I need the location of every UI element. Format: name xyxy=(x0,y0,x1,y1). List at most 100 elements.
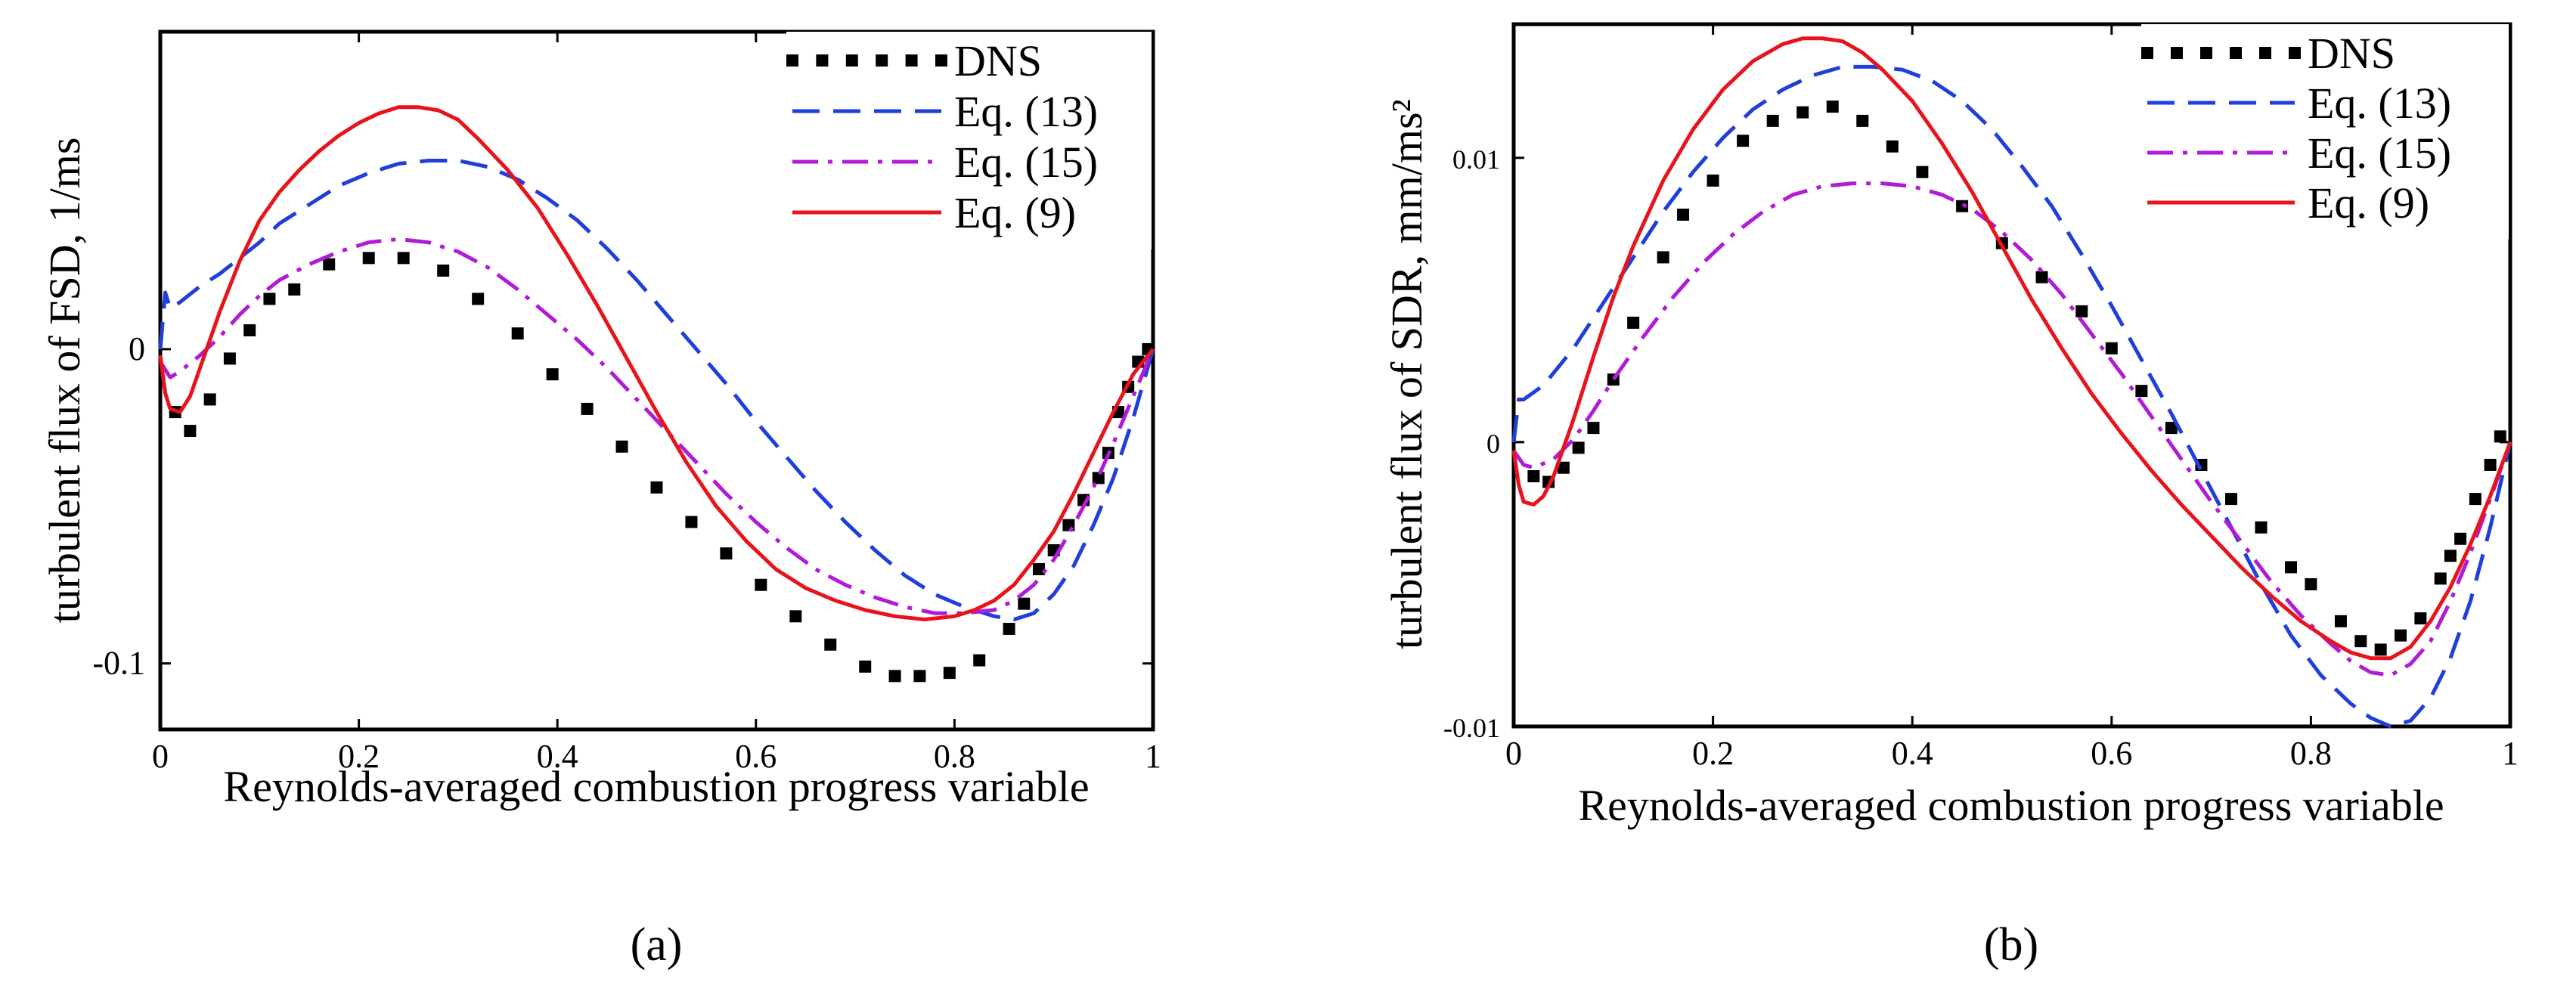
series-line-eq-13-a xyxy=(158,159,1155,621)
dns-point-b xyxy=(1572,441,1585,454)
series-group-a xyxy=(158,105,1155,683)
dns-point-b xyxy=(1677,208,1690,221)
y-tick-label-a: 0 xyxy=(129,330,145,367)
x-tick-label-a: 0.2 xyxy=(338,738,380,775)
legend-label-a: DNS xyxy=(954,36,1042,85)
x-tick-label-b: 0.4 xyxy=(1892,735,1933,772)
dns-point-a xyxy=(184,425,197,438)
dns-point-b xyxy=(1527,470,1540,483)
legend-label-a: Eq. (13) xyxy=(954,87,1098,136)
dns-point-b xyxy=(2484,458,2497,471)
legend-label-b: Eq. (15) xyxy=(2308,129,2451,178)
dns-point-a xyxy=(511,327,524,340)
ticks-a: 0 0.2 0.4 0.6 0.8 1 0 -0.1 xyxy=(92,32,1161,775)
dns-point-b xyxy=(1766,114,1779,127)
dns-point-a xyxy=(888,670,901,683)
dns-point-a xyxy=(203,393,216,406)
dns-point-a xyxy=(913,670,926,683)
dns-point-b xyxy=(2414,612,2427,625)
dns-point-b xyxy=(1587,422,1600,435)
dns-point-a xyxy=(362,252,375,265)
legend-label-b: Eq. (9) xyxy=(2308,178,2429,228)
x-tick-label-b: 0.2 xyxy=(1692,735,1734,772)
dns-point-b xyxy=(1856,114,1869,127)
dns-point-b xyxy=(2035,271,2048,283)
series-line-eq-15-b xyxy=(1511,181,2512,677)
x-tick-label-b: 0.8 xyxy=(2290,735,2332,772)
dns-point-b xyxy=(1706,174,1719,187)
dns-point-b xyxy=(1657,251,1669,264)
dns-point-b xyxy=(2285,561,2298,574)
legend-marker-dns-b xyxy=(2230,47,2242,59)
dns-point-b xyxy=(1557,461,1570,474)
y-axis-label-b: turbulent flux of SDR, mm/ms² xyxy=(1382,99,1431,649)
dns-point-a xyxy=(824,638,837,651)
plot-frame-b xyxy=(1511,22,2512,729)
dns-point-b xyxy=(2224,493,2237,506)
series-line-eq-9-b xyxy=(1511,36,2512,661)
dns-point-a xyxy=(472,293,485,305)
dns-point-b xyxy=(2374,643,2387,656)
dns-point-a xyxy=(973,654,986,667)
dns-point-b xyxy=(2469,493,2481,506)
legend-label-b: DNS xyxy=(2308,29,2395,78)
dns-point-a xyxy=(859,660,872,673)
x-tick-label-a: 0.8 xyxy=(934,738,975,775)
series-line-eq-15-a xyxy=(158,237,1155,615)
legend-marker-dns-a xyxy=(845,54,858,67)
y-tick-label-b: 0 xyxy=(1486,429,1500,459)
dns-point-b xyxy=(2255,521,2268,534)
panel-label-a: (a) xyxy=(631,919,683,971)
dns-point-a xyxy=(720,547,733,560)
dns-point-a xyxy=(1033,562,1046,575)
legend-marker-dns-a xyxy=(816,54,829,67)
legend-marker-dns-b xyxy=(2259,47,2271,59)
dns-point-a xyxy=(397,252,410,265)
legend-marker-dns-b xyxy=(2289,47,2301,59)
dns-point-a xyxy=(789,610,802,623)
dns-point-a xyxy=(581,402,594,415)
panel-label-b: (b) xyxy=(1984,919,2038,971)
dns-point-b xyxy=(2105,342,2118,355)
x-tick-label-b: 1 xyxy=(2502,735,2519,772)
legend-marker-dns-a xyxy=(905,54,918,67)
dns-point-a xyxy=(437,264,450,277)
y-tick-label-b: -0.01 xyxy=(1443,713,1500,743)
y-tick-label-b: 0.01 xyxy=(1452,144,1500,175)
dns-point-b xyxy=(2135,385,2148,398)
x-tick-label-a: 0 xyxy=(152,738,169,775)
legend-label-b: Eq. (13) xyxy=(2308,79,2451,128)
dns-point-a xyxy=(243,324,256,336)
dns-point-b xyxy=(1826,101,1839,113)
dns-point-b xyxy=(2305,578,2317,590)
legend-label-a: Eq. (9) xyxy=(954,188,1076,237)
dns-point-a xyxy=(546,368,559,381)
legend-marker-dns-a xyxy=(876,54,888,67)
x-tick-label-b: 0.6 xyxy=(2091,735,2132,772)
x-tick-label-a: 0.6 xyxy=(735,738,777,775)
dns-point-a xyxy=(615,440,628,453)
dns-point-b xyxy=(2434,572,2447,585)
legend-marker-dns-b xyxy=(2171,47,2183,59)
dns-point-b xyxy=(1796,106,1809,119)
dns-point-a xyxy=(650,481,663,494)
dns-point-b xyxy=(2494,430,2506,443)
legend-marker-dns-b xyxy=(2141,47,2153,59)
y-axis-label-a: turbulent flux of FSD, 1/ms xyxy=(40,138,89,624)
x-axis-label-a: Reynolds-averaged combustion progress va… xyxy=(223,762,1089,811)
dns-point-a xyxy=(685,516,698,528)
dns-point-b xyxy=(1627,316,1640,329)
dns-point-a xyxy=(323,258,336,271)
dns-point-b xyxy=(2454,532,2467,545)
dns-point-a xyxy=(263,293,276,305)
y-tick-label-a: -0.1 xyxy=(92,645,145,682)
legend-label-a: Eq. (15) xyxy=(954,138,1098,187)
x-tick-label-a: 1 xyxy=(1145,738,1161,775)
dns-point-b xyxy=(1886,140,1899,153)
dns-point-b xyxy=(1737,135,1750,147)
dns-point-a xyxy=(288,283,301,296)
x-axis-label-b: Reynolds-averaged combustion progress va… xyxy=(1578,781,2444,830)
